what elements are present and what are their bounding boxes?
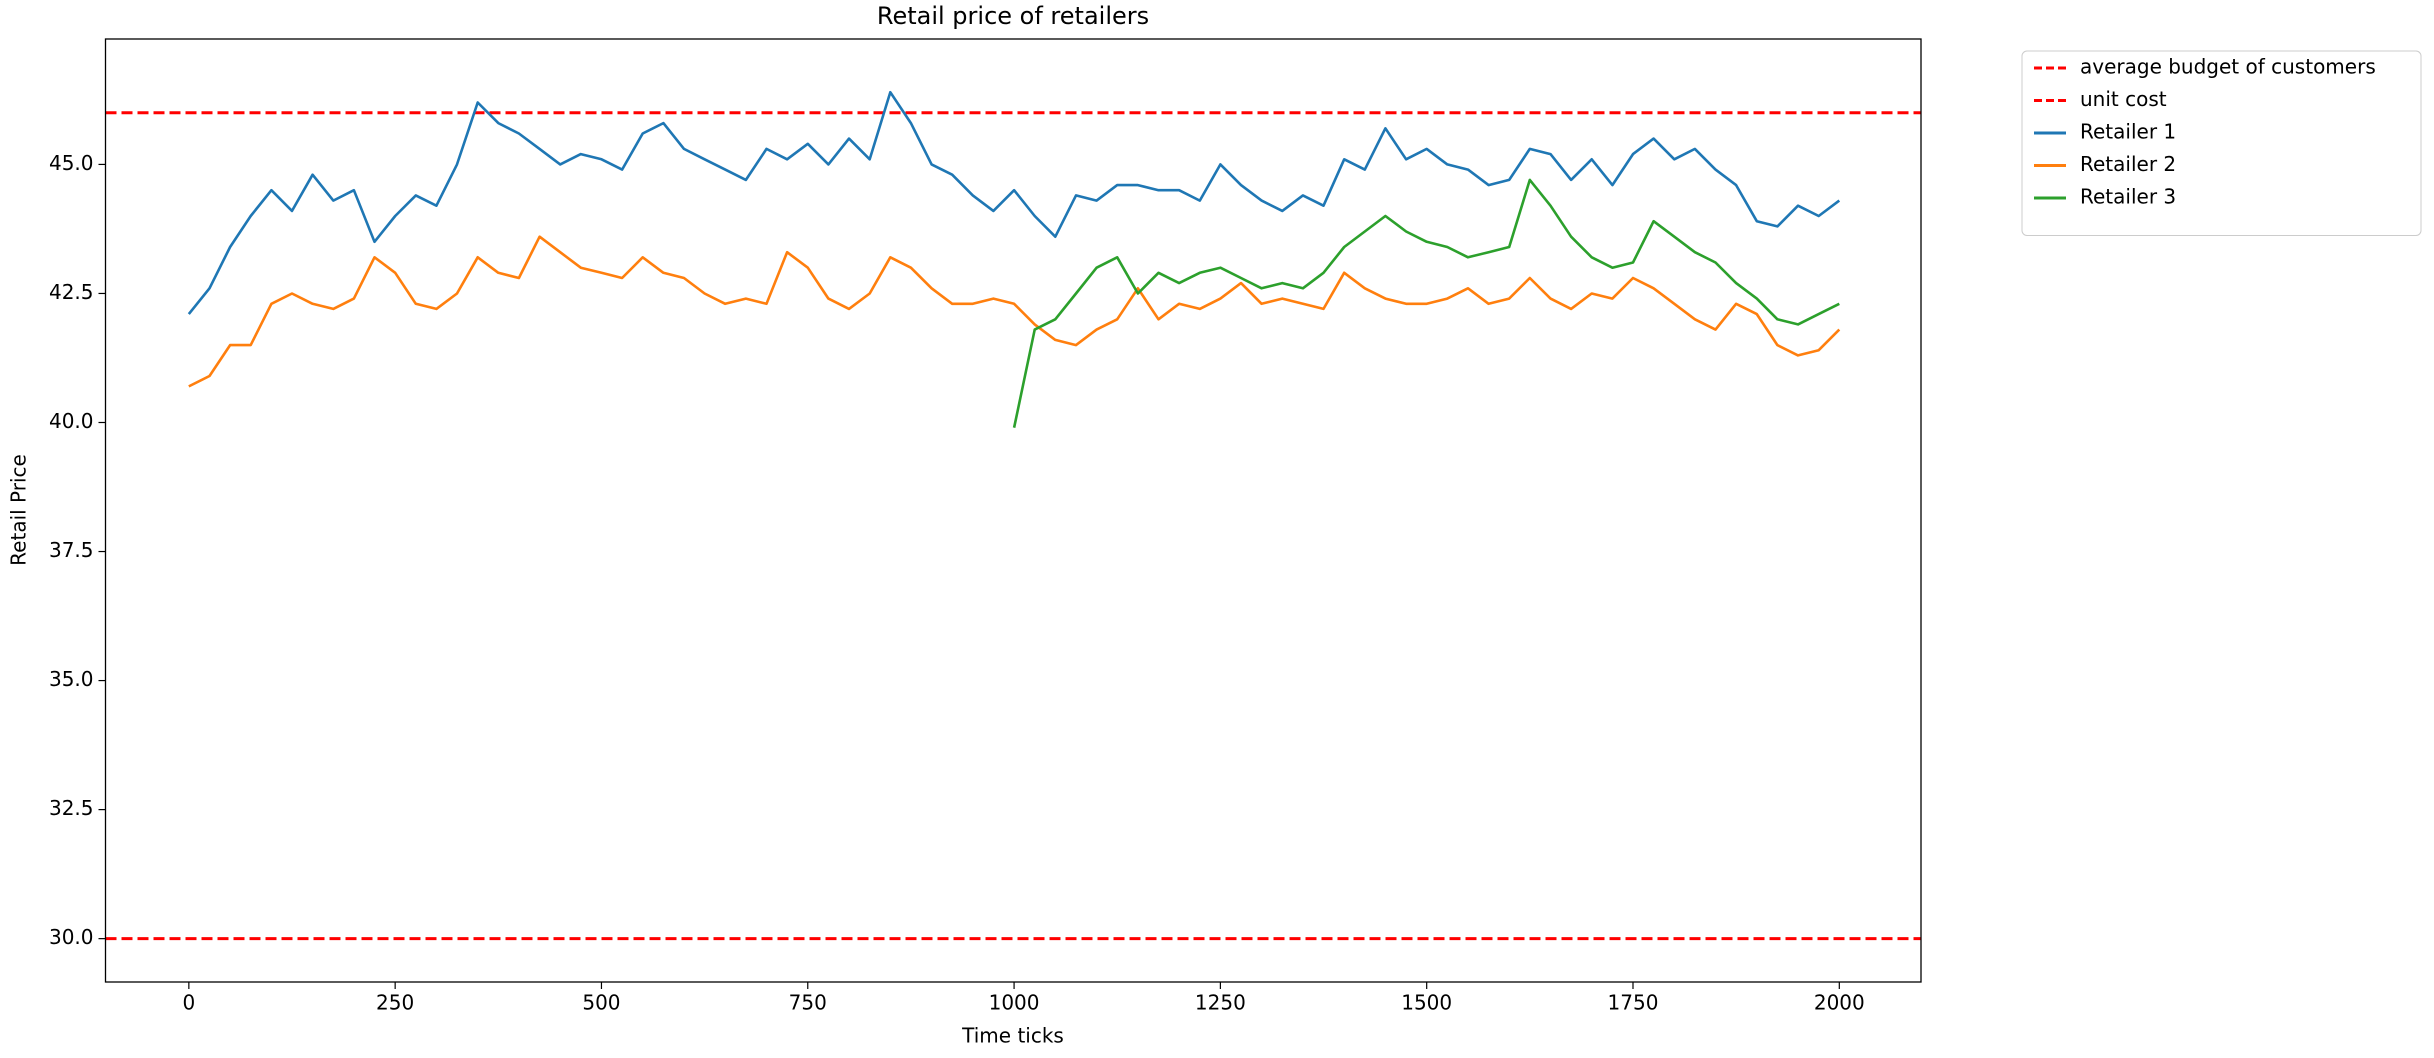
- y-tick-label: 35.0: [49, 667, 94, 691]
- legend-label: unit cost: [2080, 87, 2167, 111]
- legend-label: Retailer 1: [2080, 120, 2176, 144]
- x-axis-label: Time ticks: [961, 1024, 1064, 1048]
- y-tick-label: 42.5: [49, 280, 94, 304]
- plot-frame: [104, 38, 1922, 983]
- y-tick-label: 32.5: [49, 796, 94, 820]
- y-tick-label: 45.0: [49, 151, 94, 175]
- y-tick-label: 40.0: [49, 409, 94, 433]
- series-line: [188, 235, 1841, 388]
- x-tick-label: 750: [789, 991, 827, 1015]
- legend-box: [2021, 50, 2422, 236]
- series-line: [187, 90, 1841, 315]
- x-tick-label: 1750: [1608, 991, 1659, 1015]
- x-tick-label: 1250: [1195, 991, 1246, 1015]
- x-tick-label: 250: [376, 991, 414, 1015]
- y-tick-label: 30.0: [49, 925, 94, 949]
- legend-label: Retailer 2: [2080, 152, 2176, 176]
- y-axis-label: Retail Price: [7, 454, 31, 566]
- chart-title: Retail price of retailers: [877, 2, 1149, 30]
- x-tick-label: 1000: [989, 991, 1040, 1015]
- y-tick-label: 37.5: [49, 538, 94, 562]
- x-tick-label: 1500: [1401, 991, 1452, 1015]
- legend-label: Retailer 3: [2080, 185, 2176, 209]
- x-tick-label: 2000: [1814, 991, 1865, 1015]
- series-line: [1012, 178, 1840, 428]
- x-tick-label: 500: [582, 991, 620, 1015]
- legend-label: average budget of customers: [2080, 55, 2376, 79]
- x-tick-label: 0: [182, 991, 195, 1015]
